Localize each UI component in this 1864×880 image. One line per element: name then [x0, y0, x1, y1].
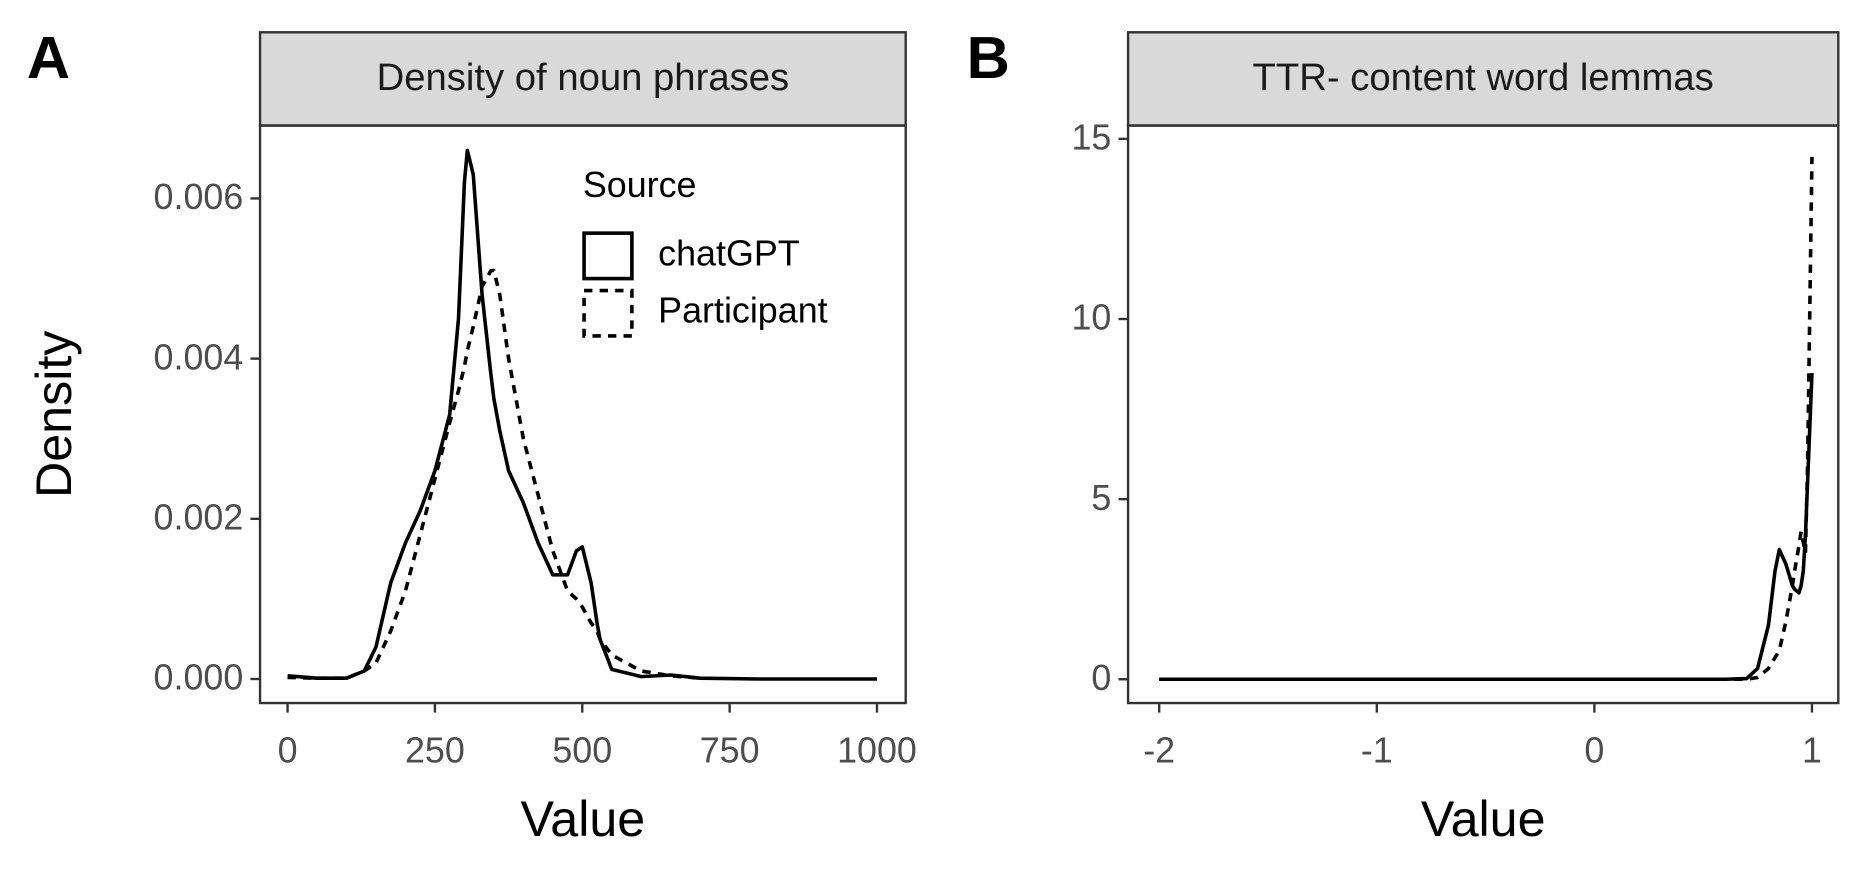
panel — [1126, 124, 1840, 705]
strip-title: Density of noun phrases — [377, 56, 790, 99]
x-tick-label: -1 — [1361, 731, 1393, 771]
y-tick-label: 15 — [1071, 118, 1111, 158]
panel — [258, 124, 907, 705]
panel-tag: A — [27, 24, 70, 91]
strip — [258, 31, 907, 127]
density-line — [287, 268, 701, 681]
y-axis-title: Density — [26, 331, 82, 498]
density-line — [1159, 156, 1814, 682]
x-tick-label: 0 — [278, 731, 298, 771]
density-line — [287, 148, 877, 681]
y-tick-label: 0.004 — [154, 337, 244, 377]
x-tick-label: 250 — [405, 731, 465, 771]
y-tick-label: 0.000 — [154, 658, 244, 698]
x-tick-label: 0 — [1584, 731, 1604, 771]
x-tick-label: 750 — [700, 731, 760, 771]
x-tick-label: 500 — [552, 731, 612, 771]
legend-key — [582, 288, 634, 338]
strip-title: TTR- content word lemmas — [1253, 56, 1714, 99]
x-tick-label: -2 — [1143, 731, 1175, 771]
x-tick-label: 1000 — [837, 731, 917, 771]
y-tick-label: 5 — [1091, 478, 1111, 518]
density-line — [1159, 372, 1814, 682]
legend-label: Participant — [658, 291, 827, 331]
y-tick-label: 10 — [1071, 298, 1111, 338]
y-tick-label: 0.002 — [154, 497, 244, 537]
legend-label: chatGPT — [658, 233, 800, 273]
y-tick-label: 0.006 — [154, 177, 244, 217]
x-tick-label: 1 — [1802, 731, 1822, 771]
x-axis-title: Value — [521, 791, 646, 847]
legend-key — [582, 231, 634, 281]
y-tick-label: 0 — [1091, 658, 1111, 698]
legend-title: Source — [583, 165, 697, 205]
panel-tag: B — [967, 24, 1010, 91]
x-axis-title: Value — [1421, 791, 1546, 847]
